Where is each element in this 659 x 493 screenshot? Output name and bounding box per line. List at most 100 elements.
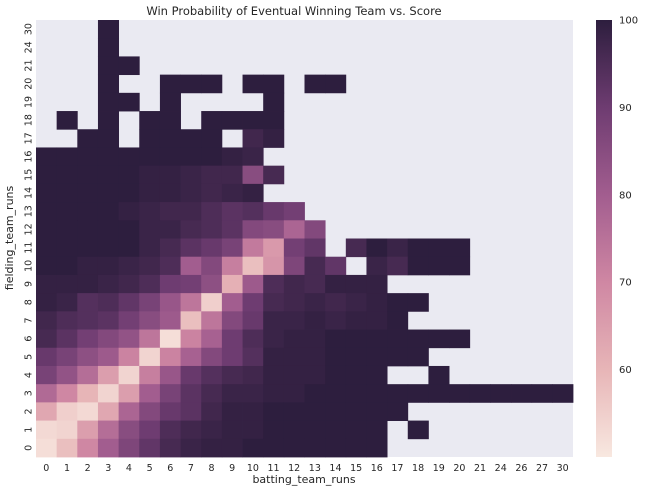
heatmap-cell bbox=[242, 202, 264, 221]
x-tick-label: 9 bbox=[229, 463, 235, 474]
heatmap-cell bbox=[118, 384, 140, 403]
y-tick-label: 12 bbox=[23, 223, 34, 235]
heatmap-cell bbox=[221, 311, 243, 330]
heatmap-cell bbox=[139, 293, 161, 312]
heatmap-cell bbox=[283, 293, 305, 312]
heatmap-cell bbox=[428, 365, 450, 385]
heatmap-cell bbox=[77, 183, 99, 203]
heatmap-cell bbox=[139, 111, 161, 130]
heatmap-cell bbox=[242, 384, 264, 403]
heatmap-cell bbox=[263, 274, 285, 294]
x-tick-label: 20 bbox=[453, 463, 465, 474]
y-tick-label: 8 bbox=[23, 299, 34, 305]
heatmap-cell bbox=[97, 329, 120, 349]
heatmap-cell bbox=[139, 438, 161, 458]
y-tick-label: 14 bbox=[23, 187, 34, 199]
heatmap-cell bbox=[56, 238, 78, 258]
x-tick-label: 18 bbox=[412, 463, 424, 474]
heatmap-cell bbox=[159, 183, 181, 203]
heatmap-cell bbox=[263, 256, 285, 276]
heatmap-cell bbox=[56, 274, 78, 294]
heatmap-cell bbox=[77, 129, 99, 148]
heatmap-cell bbox=[387, 347, 409, 367]
heatmap-cell bbox=[56, 420, 78, 440]
heatmap-cell bbox=[56, 220, 78, 239]
heatmap-cell bbox=[97, 20, 120, 39]
heatmap-cell bbox=[56, 365, 78, 385]
x-tick-label: 1 bbox=[64, 463, 70, 474]
heatmap-cell bbox=[56, 438, 78, 458]
heatmap-cell bbox=[56, 311, 78, 330]
x-axis-label: batting_team_runs bbox=[252, 473, 355, 486]
heatmap-cell bbox=[221, 256, 243, 276]
x-tick-label: 26 bbox=[515, 463, 527, 474]
heatmap-cell bbox=[304, 384, 326, 403]
x-tick-label: 5 bbox=[147, 463, 153, 474]
heatmap-cell bbox=[366, 238, 388, 258]
heatmap-cell bbox=[97, 347, 120, 367]
heatmap-cell bbox=[201, 274, 223, 294]
heatmap-cell bbox=[221, 274, 243, 294]
heatmap-cell bbox=[531, 384, 553, 403]
heatmap-cell bbox=[366, 311, 388, 330]
heatmap-cell bbox=[97, 129, 120, 148]
heatmap-cell bbox=[325, 256, 347, 276]
heatmap-cell bbox=[387, 238, 409, 258]
heatmap-cell bbox=[36, 384, 58, 403]
heatmap-cell bbox=[325, 420, 347, 440]
heatmap-cell bbox=[159, 129, 181, 148]
heatmap-cell bbox=[263, 238, 285, 258]
heatmap-cell bbox=[201, 438, 223, 458]
heatmap-cell bbox=[283, 238, 305, 258]
heatmap-cell bbox=[345, 420, 367, 440]
heatmap-cell bbox=[36, 202, 58, 221]
heatmap-cell bbox=[159, 384, 181, 403]
heatmap-cell bbox=[139, 329, 161, 349]
heatmap-cell bbox=[387, 256, 409, 276]
heatmap-cell bbox=[490, 384, 512, 403]
heatmap-cell bbox=[118, 220, 140, 239]
heatmap-cell bbox=[304, 74, 326, 94]
heatmap-cell bbox=[428, 329, 450, 349]
heatmap-cell bbox=[221, 165, 243, 185]
heatmap-cell bbox=[449, 329, 471, 349]
heatmap-cell bbox=[242, 74, 264, 94]
heatmap-cell bbox=[118, 56, 140, 76]
y-tick-label: 1 bbox=[23, 427, 34, 433]
heatmap-cell bbox=[77, 256, 99, 276]
heatmap-cell bbox=[180, 74, 202, 94]
heatmap-cell bbox=[221, 438, 243, 458]
heatmap-cell bbox=[221, 111, 243, 130]
heatmap-cell bbox=[263, 347, 285, 367]
heatmap-cell bbox=[304, 329, 326, 349]
heatmap-cell bbox=[180, 202, 202, 221]
heatmap-cell bbox=[263, 111, 285, 130]
heatmap-cell bbox=[263, 402, 285, 421]
heatmap-cell bbox=[180, 256, 202, 276]
chart-title: Win Probability of Eventual Winning Team… bbox=[146, 4, 441, 18]
x-tick-label: 24 bbox=[495, 463, 507, 474]
heatmap-cell bbox=[407, 420, 429, 440]
heatmap-cell bbox=[159, 402, 181, 421]
heatmap-cell bbox=[180, 329, 202, 349]
heatmap-cell bbox=[56, 347, 78, 367]
x-tick-label: 27 bbox=[536, 463, 548, 474]
heatmap-cell bbox=[221, 202, 243, 221]
heatmap-cell bbox=[97, 74, 120, 94]
heatmap-cell bbox=[97, 165, 120, 185]
heatmap-cell bbox=[366, 365, 388, 385]
heatmap-cell bbox=[180, 402, 202, 421]
x-tick-label: 8 bbox=[209, 463, 215, 474]
x-tick-label: 2 bbox=[85, 463, 91, 474]
heatmap-cell bbox=[201, 384, 223, 403]
heatmap-cell bbox=[36, 402, 58, 421]
heatmap-cell bbox=[304, 220, 326, 239]
heatmap-cell bbox=[242, 311, 264, 330]
heatmap-cell bbox=[407, 238, 429, 258]
heatmap-cell bbox=[304, 311, 326, 330]
heatmap-cell bbox=[36, 238, 58, 258]
heatmap-cell bbox=[283, 384, 305, 403]
heatmap-cell bbox=[159, 420, 181, 440]
heatmap-cell bbox=[77, 147, 99, 167]
